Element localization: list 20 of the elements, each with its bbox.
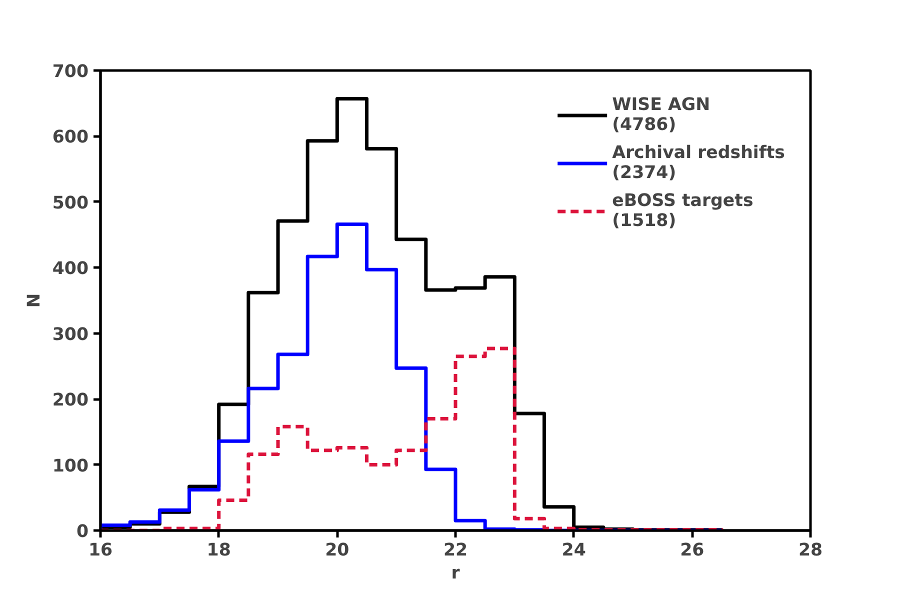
legend-label: eBOSS targets (1518) [612,191,754,231]
y-tick-label: 400 [52,259,88,280]
x-tick-label: 20 [325,540,350,560]
y-tick-label: 200 [52,390,88,411]
legend-label: WISE AGN (4786) [612,95,710,135]
y-tick-label: 600 [52,128,88,148]
y-tick-label: 100 [52,456,88,476]
x-tick-label: 18 [206,540,231,560]
y-tick-label: 500 [52,193,88,214]
x-tick-label: 16 [88,540,113,560]
y-tick-label: 300 [52,324,88,345]
x-axis-title: r [451,564,460,584]
x-tick-label: 24 [562,540,586,560]
y-tick-label: 700 [52,62,88,82]
legend-label: Archival redshifts (2374) [612,143,785,183]
y-tick-label: 0 [76,522,89,542]
x-tick-label: 26 [680,540,704,560]
x-tick-label: 28 [798,540,823,560]
x-tick-label: 22 [443,540,468,560]
y-axis-title: N [24,293,44,308]
